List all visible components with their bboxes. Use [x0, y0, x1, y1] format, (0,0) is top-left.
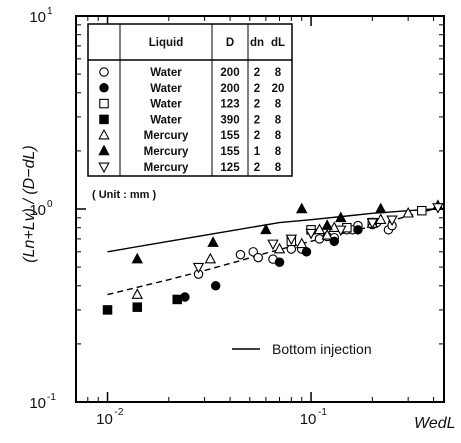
point-open-triangle-down	[267, 239, 279, 251]
point-open-triangle-up	[131, 288, 143, 299]
point-filled-circle	[353, 225, 363, 235]
legend-marker-open-triangle-up	[98, 128, 110, 140]
table-cell-dn: 1	[254, 146, 261, 158]
table-cell-liquid: Water	[150, 114, 182, 126]
point-filled-circle	[274, 257, 285, 267]
point-filled-triangle-up	[335, 211, 347, 223]
legend-marker-open-square	[99, 98, 109, 109]
point-filled-triangle-up	[131, 252, 143, 264]
point-filled-square	[102, 305, 113, 315]
point-open-triangle-up	[375, 213, 387, 224]
point-open-triangle-up	[204, 252, 217, 264]
table-cell-liquid: Water	[150, 99, 182, 111]
legend-table-rows: Water 200 2 8 Water 200 2 20 Water 123 2 8 Water 390 2…	[98, 67, 285, 174]
legend-line-label: Bottom injection	[272, 341, 372, 357]
table-cell-dl: 20	[272, 83, 285, 95]
table-cell-liquid: Water	[150, 67, 182, 79]
point-open-triangle-up	[402, 206, 414, 218]
table-cell-dn: 2	[254, 130, 260, 142]
legend-marker-filled-circle	[99, 83, 109, 93]
point-open-circle	[253, 252, 263, 263]
y-tick-label-exponent: 0	[47, 199, 53, 210]
bottom-injection-curve	[107, 208, 434, 253]
table-header-dn: dn	[250, 37, 264, 49]
point-filled-circle	[210, 281, 221, 291]
legend-marker-open-triangle-down	[98, 162, 110, 174]
table-cell-dl: 8	[275, 162, 282, 174]
point-filled-square	[172, 294, 182, 305]
point-open-triangle-down	[366, 218, 379, 229]
table-cell-d: 200	[220, 83, 239, 95]
table-header-d: D	[226, 37, 234, 49]
table-cell-dl: 8	[275, 99, 282, 111]
table-cell-d: 155	[220, 130, 240, 142]
y-tick-label-exponent: -1	[47, 392, 56, 403]
point-filled-square	[132, 302, 143, 312]
data-points	[102, 199, 444, 315]
point-open-triangle-up	[321, 229, 333, 240]
x-tick-label: 10	[96, 411, 113, 428]
point-open-circle	[235, 249, 246, 260]
y-tick-label: 10	[29, 395, 46, 412]
table-cell-dl: 8	[275, 67, 282, 79]
table-cell-liquid: Mercury	[144, 146, 189, 158]
legend-table-frame	[87, 23, 293, 177]
table-cell-dl: 8	[275, 130, 282, 142]
table-cell-d: 200	[220, 67, 239, 79]
point-open-triangle-down	[192, 262, 205, 274]
table-cell-dn: 2	[254, 67, 260, 79]
table-cell-d: 125	[220, 162, 240, 174]
y-tick-label: 10	[29, 202, 46, 219]
x-axis-label: WedL	[414, 415, 456, 432]
point-open-triangle-up	[313, 223, 326, 235]
point-open-square	[417, 205, 427, 216]
table-header-dl: dL	[271, 37, 285, 49]
table-cell-dn: 2	[254, 114, 260, 126]
table-cell-dn: 2	[254, 99, 260, 111]
table-cell-d: 155	[220, 146, 240, 158]
x-tick-label-exponent: -1	[318, 407, 327, 418]
point-open-circle	[286, 244, 297, 254]
point-filled-triangle-up	[296, 202, 308, 214]
y-tick-label-exponent: 1	[47, 6, 53, 17]
point-open-triangle-up	[273, 242, 286, 254]
point-open-triangle-down	[432, 203, 444, 214]
legend-marker-open-circle	[99, 67, 109, 77]
point-filled-triangle-up	[260, 223, 272, 235]
table-header-liquid: Liquid	[149, 37, 184, 49]
table-cell-liquid: Mercury	[144, 162, 189, 174]
point-filled-triangle-up	[375, 202, 387, 214]
table-cell-d: 123	[220, 99, 239, 111]
point-open-triangle-up	[296, 237, 308, 249]
point-open-triangle-down	[305, 228, 317, 240]
legend-marker-filled-square	[99, 114, 109, 125]
table-cell-d: 390	[220, 114, 239, 126]
point-filled-triangle-up	[321, 219, 333, 230]
point-open-triangle-down	[386, 215, 398, 227]
table-cell-liquid: Water	[150, 83, 182, 95]
legend-marker-filled-triangle-up	[98, 144, 110, 156]
x-tick-label: 10	[300, 411, 317, 428]
point-filled-triangle-up	[207, 236, 219, 247]
y-tick-label: 10	[29, 9, 46, 26]
table-cell-dn: 2	[254, 83, 260, 95]
table-cell-dn: 2	[254, 162, 260, 174]
point-filled-circle	[180, 292, 190, 302]
axis-ticks	[76, 15, 444, 403]
y-axis-label: (Ln+Lv) / (D−dL)	[21, 145, 38, 262]
table-cell-liquid: Mercury	[144, 130, 189, 142]
point-open-triangle-down	[335, 225, 347, 237]
table-cell-dl: 8	[275, 146, 282, 158]
unit-note: ( Unit : mm )	[92, 189, 156, 201]
table-cell-dl: 8	[275, 114, 282, 126]
point-filled-circle	[301, 247, 312, 257]
x-tick-label-exponent: -2	[115, 407, 124, 418]
point-open-triangle-down	[285, 234, 298, 246]
